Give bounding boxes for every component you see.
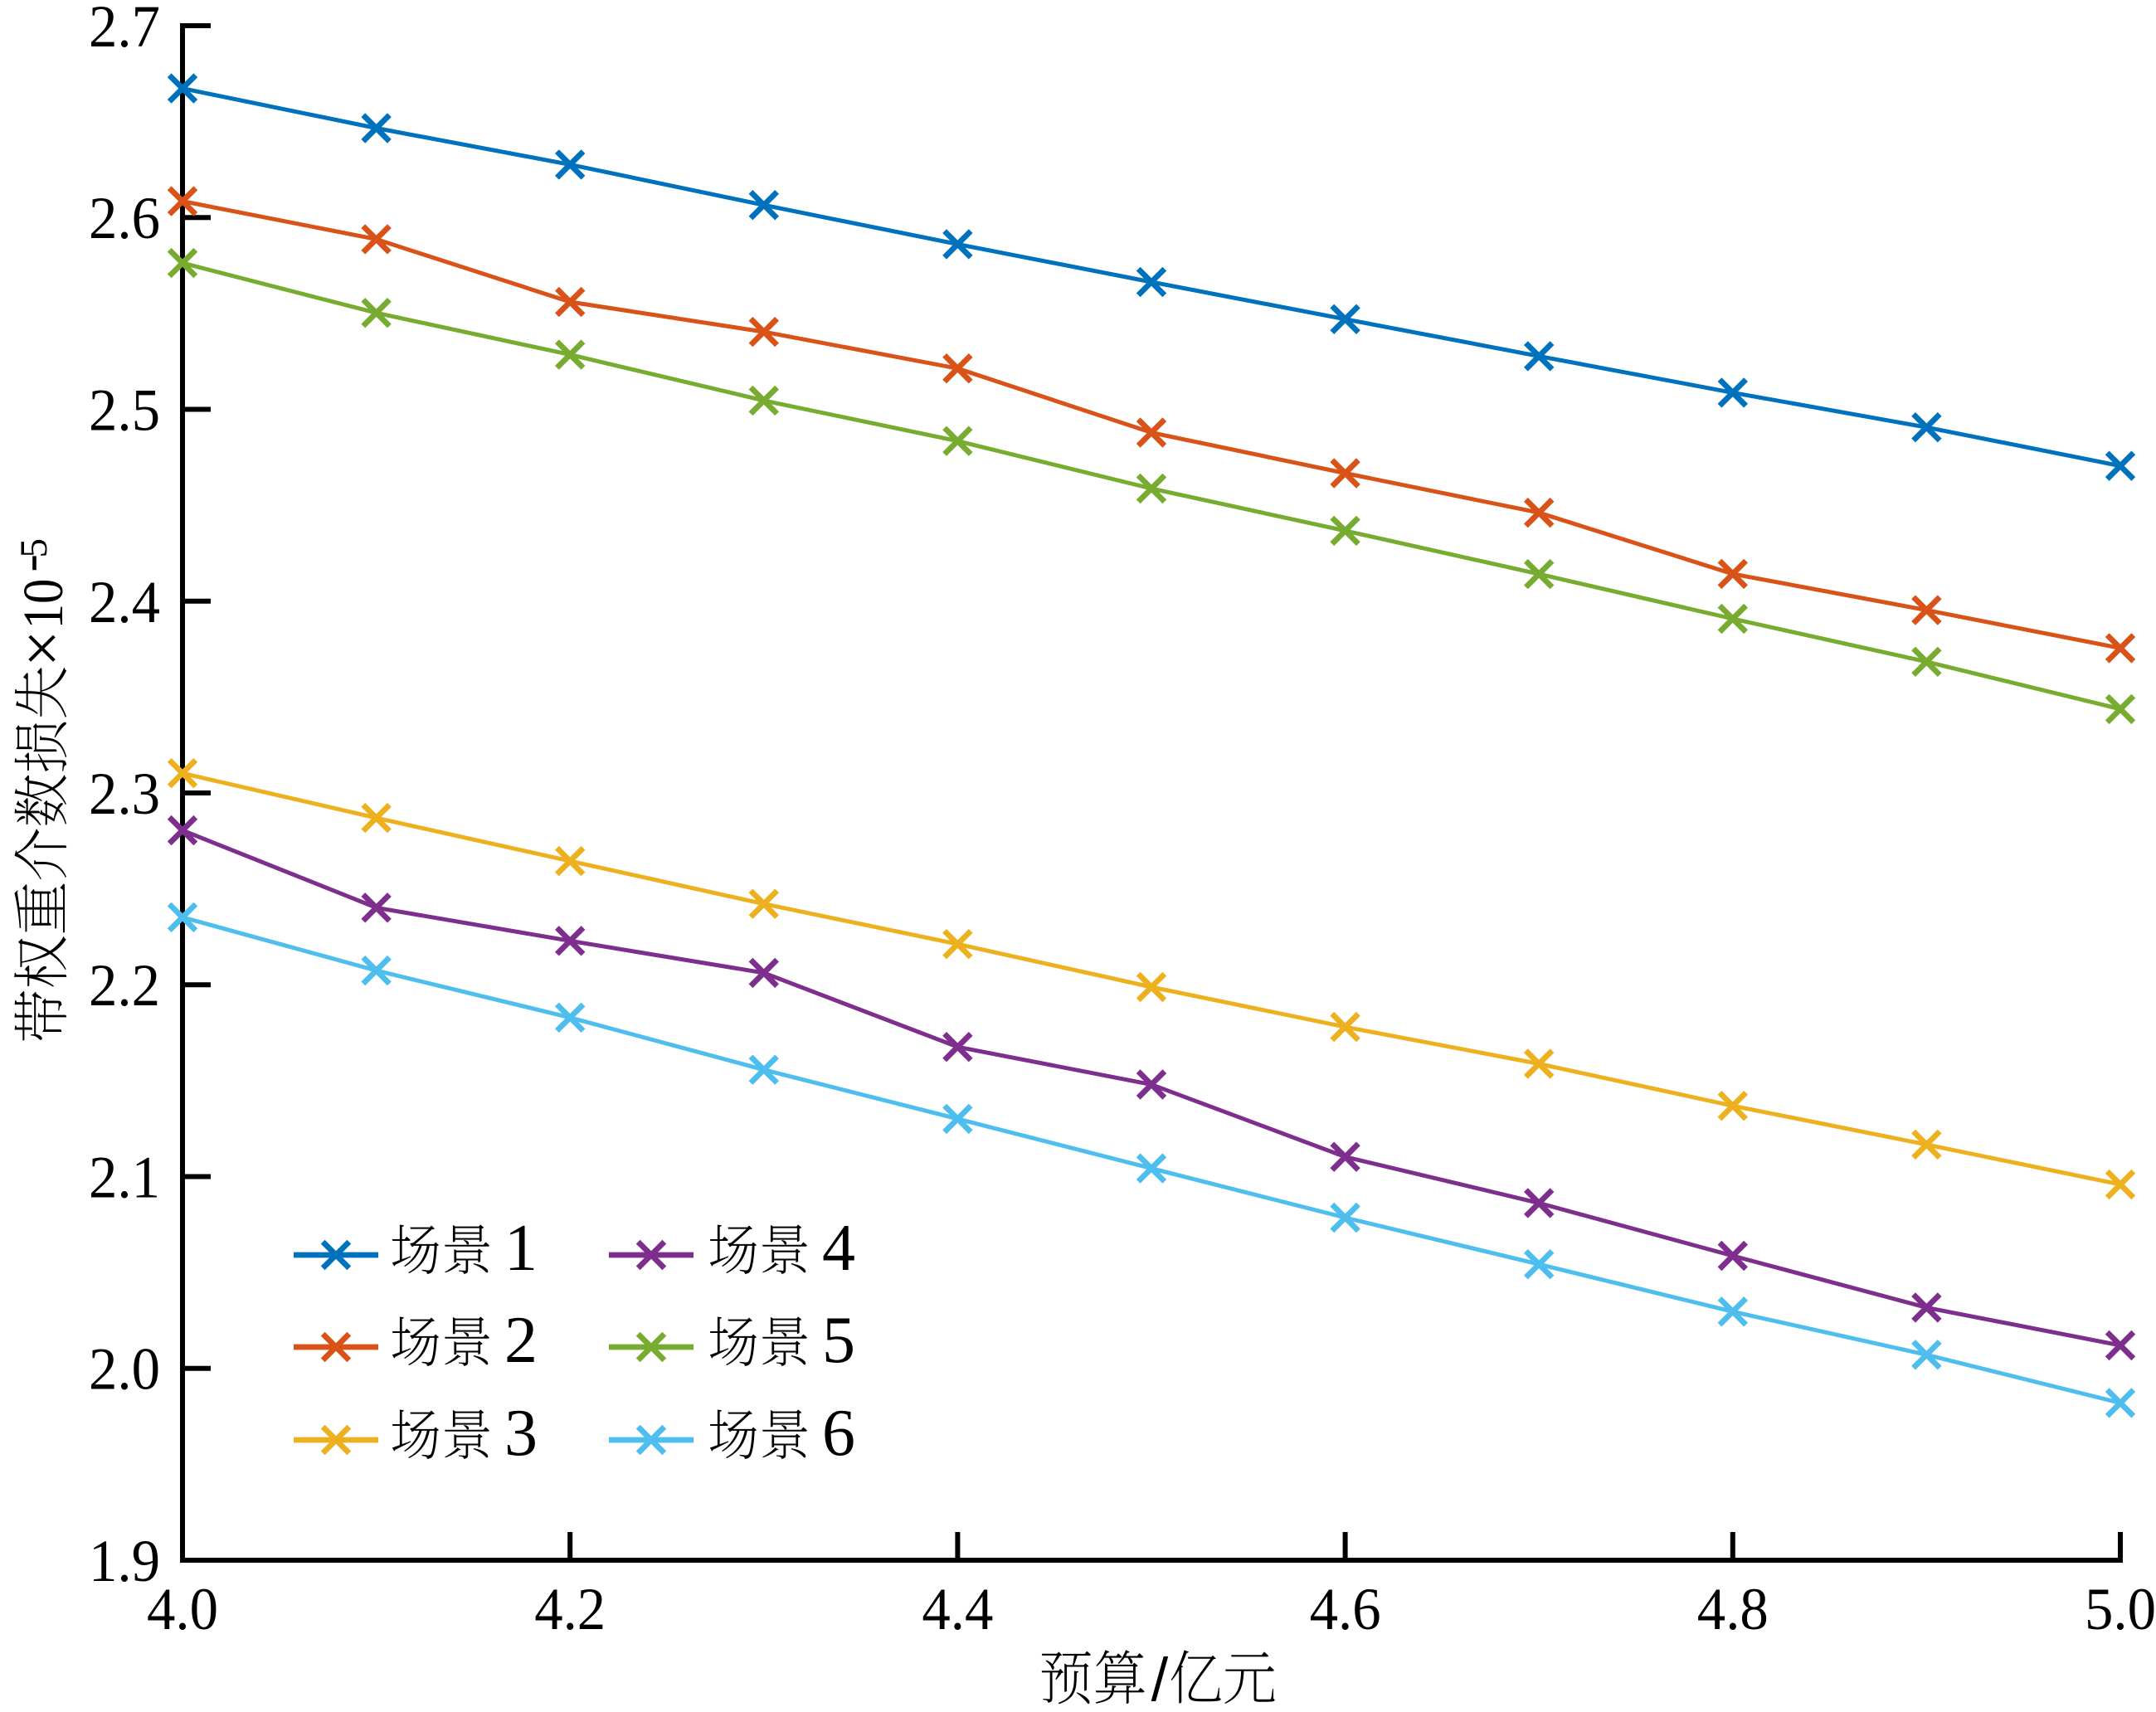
- svg-text:1.9: 1.9: [89, 1528, 160, 1594]
- svg-text:5.0: 5.0: [2085, 1576, 2156, 1642]
- svg-text:5: 5: [12, 538, 56, 558]
- svg-text:5: 5: [822, 1304, 855, 1377]
- svg-text:2.2: 2.2: [89, 952, 160, 1019]
- svg-text:1: 1: [504, 1212, 538, 1285]
- svg-text:4.8: 4.8: [1697, 1576, 1769, 1642]
- svg-text:2: 2: [504, 1304, 538, 1377]
- svg-text:2.3: 2.3: [89, 761, 160, 827]
- svg-text:2.7: 2.7: [89, 0, 160, 60]
- svg-text:2.6: 2.6: [89, 185, 160, 251]
- svg-text:2.0: 2.0: [89, 1336, 160, 1403]
- svg-text:4.4: 4.4: [922, 1576, 993, 1642]
- svg-text:2.5: 2.5: [89, 377, 160, 444]
- svg-text:4.2: 4.2: [534, 1576, 606, 1642]
- svg-text:×: ×: [7, 630, 79, 667]
- svg-text:2.1: 2.1: [89, 1145, 160, 1211]
- svg-text:4.0: 4.0: [147, 1576, 218, 1642]
- svg-text:3: 3: [504, 1397, 538, 1470]
- svg-text:4.6: 4.6: [1310, 1576, 1381, 1642]
- svg-text:10: 10: [12, 579, 75, 630]
- svg-text:6: 6: [822, 1397, 855, 1470]
- svg-text:4: 4: [822, 1212, 855, 1285]
- svg-text:2.4: 2.4: [89, 569, 160, 635]
